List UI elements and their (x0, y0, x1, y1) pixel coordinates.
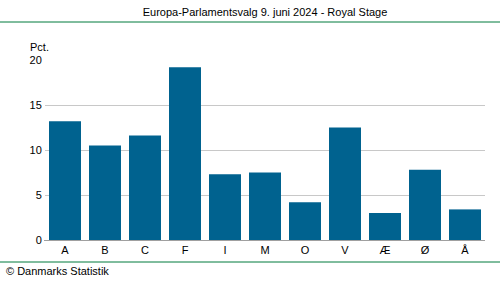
svg-text:C: C (141, 244, 149, 256)
svg-text:M: M (260, 244, 269, 256)
svg-text:© Danmarks Statistik: © Danmarks Statistik (6, 265, 109, 277)
svg-text:Europa-Parlamentsvalg 9. juni: Europa-Parlamentsvalg 9. juni 2024 - Roy… (143, 6, 388, 18)
svg-text:O: O (301, 244, 310, 256)
svg-text:Pct.: Pct. (30, 41, 49, 53)
svg-text:5: 5 (36, 189, 42, 201)
svg-text:V: V (341, 244, 349, 256)
svg-text:B: B (101, 244, 108, 256)
svg-text:0: 0 (36, 234, 42, 246)
svg-text:Æ: Æ (380, 244, 391, 256)
svg-text:20: 20 (30, 54, 42, 66)
svg-text:15: 15 (30, 99, 42, 111)
svg-text:10: 10 (30, 144, 42, 156)
svg-text:A: A (61, 244, 69, 256)
svg-text:Å: Å (461, 244, 469, 256)
svg-text:Ø: Ø (421, 244, 430, 256)
svg-text:F: F (182, 244, 189, 256)
svg-text:I: I (223, 244, 226, 256)
